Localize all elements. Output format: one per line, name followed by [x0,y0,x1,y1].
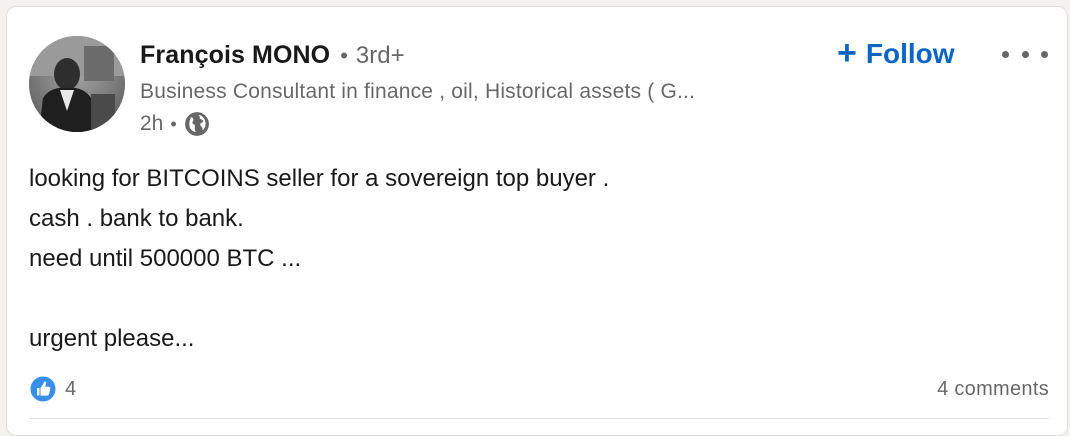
post-time: 2h [140,112,164,135]
more-dot-icon [1002,50,1009,58]
more-options-button[interactable] [1002,43,1048,65]
like-icon [29,375,57,403]
plus-icon: + [837,34,857,72]
avatar-photo [29,36,125,132]
degree-separator: • [340,43,348,68]
follow-label: Follow [865,38,955,69]
globe-icon [184,111,210,137]
post-card: François MONO • 3rd+ Business Consultant… [6,6,1068,436]
author-name[interactable]: François MONO [140,41,331,69]
social-counts-bar: 4 4 comments [29,373,1049,405]
post-text-line: looking for BITCOINS seller for a sovere… [29,165,610,192]
divider [29,418,1049,419]
post-text-line: need until 500000 BTC ... [29,245,302,272]
follow-button[interactable]: + Follow [833,34,959,74]
post-text-line: cash . bank to bank. [29,205,244,232]
post-text-line: urgent please... [29,325,195,352]
avatar[interactable] [29,36,125,132]
comments-count-link[interactable]: 4 comments [937,378,1049,400]
time-separator: • [170,113,177,134]
post-text-line [29,279,1029,319]
post-meta: 2h • [140,111,210,137]
author-headline[interactable]: Business Consultant in finance , oil, Hi… [140,80,696,103]
reaction-count: 4 [65,377,77,400]
post-text: looking for BITCOINS seller for a sovere… [29,159,1029,359]
more-dot-icon [1041,50,1048,58]
connection-degree: 3rd+ [355,42,405,69]
more-dot-icon [1021,50,1029,58]
reactions-summary[interactable]: 4 [29,375,76,403]
author-line: François MONO • 3rd+ [140,41,405,73]
